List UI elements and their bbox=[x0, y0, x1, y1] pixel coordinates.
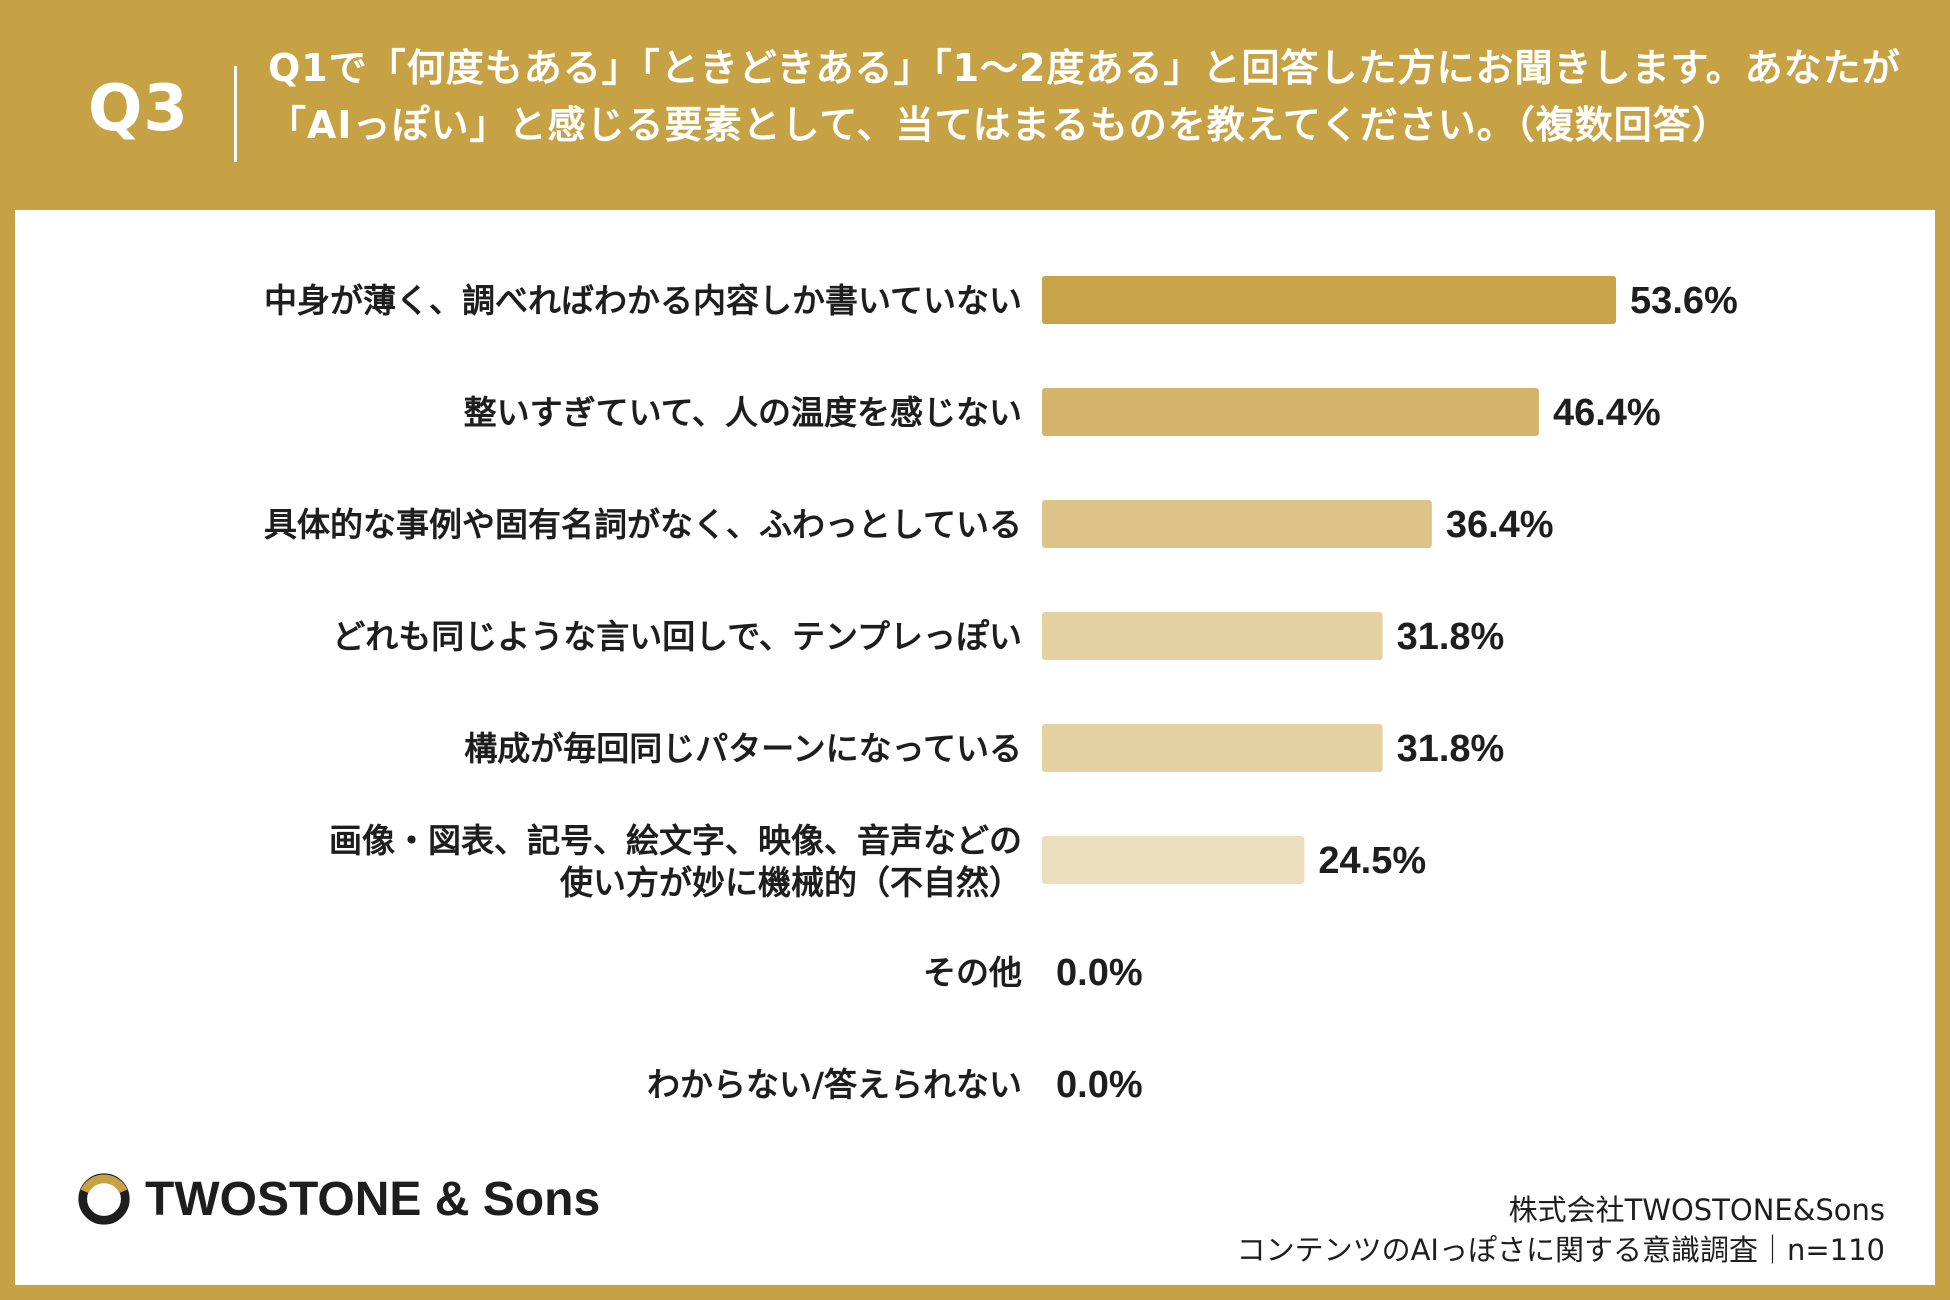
bar bbox=[1042, 724, 1383, 772]
footer-credits: 株式会社TWOSTONE&Sons コンテンツのAIっぽさに関する意識調査｜n=… bbox=[1237, 1190, 1885, 1270]
category-label: 中身が薄く、調べればわかる内容しか書いていない bbox=[264, 281, 1022, 320]
category-label: 具体的な事例や固有名詞がなく、ふわっとしている bbox=[264, 505, 1022, 544]
question-text: Q1で「何度もある」「ときどきある」「1〜2度ある」と回答した方にお聞きします。… bbox=[268, 46, 1901, 147]
question-number: Q3 bbox=[88, 72, 189, 146]
company-logo: TWOSTONE & Sons bbox=[75, 1170, 600, 1228]
bar bbox=[1042, 612, 1383, 660]
category-label: 整いすぎていて、人の温度を感じない bbox=[464, 393, 1022, 432]
logo-ring-icon bbox=[78, 1173, 130, 1225]
value-label: 53.6% bbox=[1630, 280, 1738, 322]
value-label: 0.0% bbox=[1056, 1064, 1143, 1106]
value-label: 31.8% bbox=[1397, 616, 1505, 658]
bar bbox=[1042, 276, 1617, 324]
header: Q3 Q1で「何度もある」「ときどきある」「1〜2度ある」と回答した方にお聞きし… bbox=[0, 0, 1950, 210]
bar bbox=[1042, 388, 1539, 436]
category-label: どれも同じような言い回しで、テンプレっぽい bbox=[332, 617, 1022, 656]
category-label: 構成が毎回同じパターンになっている bbox=[464, 729, 1022, 768]
chart-panel: 中身が薄く、調べればわかる内容しか書いていない 53.6% 整いすぎていて、人の温度… bbox=[15, 210, 1935, 1285]
value-label: 36.4% bbox=[1446, 504, 1554, 546]
logo-text: TWOSTONE & Sons bbox=[145, 1172, 601, 1226]
survey-name: コンテンツのAIっぽさに関する意識調査｜n=110 bbox=[1236, 1233, 1885, 1267]
value-label: 31.8% bbox=[1397, 728, 1505, 770]
value-label: 24.5% bbox=[1318, 840, 1426, 882]
bar bbox=[1042, 836, 1305, 884]
category-label: 画像・図表、記号、絵文字、映像、音声などの使い方が妙に機械的（不自然） bbox=[329, 821, 1022, 902]
category-label: わからない/答えられない bbox=[647, 1065, 1022, 1104]
company-name: 株式会社TWOSTONE&Sons bbox=[1508, 1193, 1885, 1227]
value-label: 46.4% bbox=[1553, 392, 1661, 434]
value-label: 0.0% bbox=[1056, 952, 1143, 994]
bar bbox=[1042, 500, 1432, 548]
bar-chart: 中身が薄く、調べればわかる内容しか書いていない 53.6% 整いすぎていて、人の温度… bbox=[264, 276, 1738, 1106]
category-label: その他 bbox=[923, 953, 1022, 992]
header-divider bbox=[234, 66, 237, 162]
